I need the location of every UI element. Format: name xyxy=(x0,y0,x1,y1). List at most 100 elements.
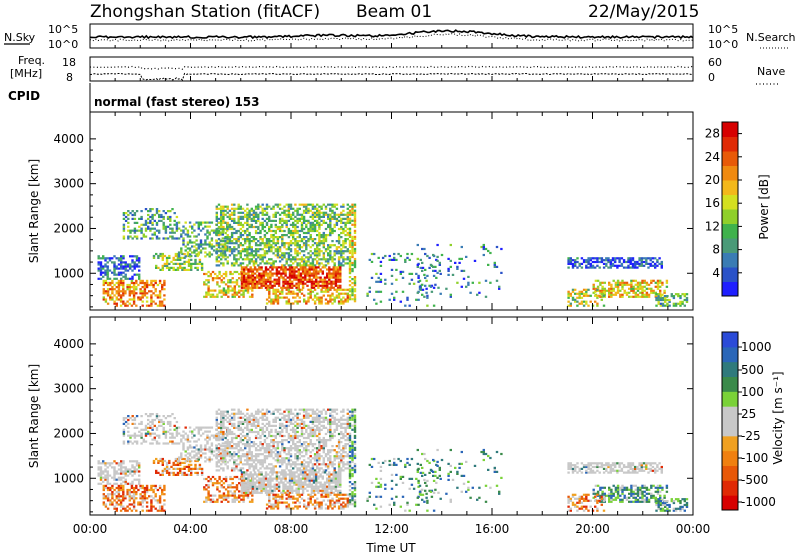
power-cell xyxy=(291,283,293,285)
velocity-cell xyxy=(187,437,189,439)
power-cell xyxy=(338,262,340,264)
power-cell xyxy=(334,214,336,216)
power-cell xyxy=(334,224,336,226)
power-cell xyxy=(282,273,284,275)
power-cell xyxy=(664,301,666,303)
velocity-cell xyxy=(152,489,154,491)
velocity-cell xyxy=(132,415,134,417)
velocity-cell xyxy=(157,499,159,501)
power-cell xyxy=(637,284,639,286)
power-cell xyxy=(120,272,122,274)
velocity-cell xyxy=(146,497,148,499)
velocity-cell xyxy=(113,468,115,470)
power-cell xyxy=(253,254,255,256)
velocity-cell xyxy=(123,435,125,437)
power-cell xyxy=(125,261,127,263)
power-cell xyxy=(269,279,271,281)
power-cell xyxy=(652,290,654,292)
velocity-cell xyxy=(235,459,237,461)
power-cell xyxy=(317,287,319,289)
power-cell xyxy=(176,216,178,218)
velocity-cell xyxy=(292,419,294,421)
power-cell xyxy=(104,257,106,259)
velocity-cell xyxy=(222,417,224,419)
velocity-cell xyxy=(103,485,105,487)
power-cell xyxy=(288,293,290,295)
velocity-cell xyxy=(227,443,229,445)
power-cell xyxy=(220,252,222,254)
power-cell xyxy=(314,228,316,230)
velocity-cell xyxy=(180,438,182,440)
power-cell xyxy=(280,266,282,268)
power-cell xyxy=(567,291,569,293)
power-cell xyxy=(313,275,315,277)
power-cell xyxy=(342,232,344,234)
velocity-cell xyxy=(296,413,298,415)
power-cell xyxy=(113,261,115,263)
power-cell xyxy=(151,222,153,224)
power-cell xyxy=(337,270,339,272)
power-cell xyxy=(307,240,309,242)
velocity-cell xyxy=(223,499,225,501)
power-cell xyxy=(231,220,233,222)
velocity-cell xyxy=(124,495,126,497)
velocity-cell xyxy=(222,421,224,423)
power-cell xyxy=(120,296,122,298)
power-cell xyxy=(301,293,303,295)
power-cell xyxy=(171,208,173,210)
velocity-cell xyxy=(279,465,281,467)
power-cell xyxy=(338,242,340,244)
power-cell xyxy=(210,294,212,296)
velocity-cell xyxy=(140,423,142,425)
power-cell xyxy=(630,257,632,259)
velocity-cell xyxy=(195,458,197,460)
power-cell xyxy=(318,258,320,260)
velocity-cell xyxy=(299,435,301,437)
velocity-cell xyxy=(283,459,285,461)
velocity-cell xyxy=(264,455,266,457)
power-cell xyxy=(592,257,594,259)
power-cell xyxy=(461,246,463,248)
power-cell xyxy=(253,238,255,240)
power-cell xyxy=(677,293,679,295)
power-cell xyxy=(347,258,349,260)
power-cell xyxy=(301,264,303,266)
power-cell xyxy=(125,274,127,276)
power-cell xyxy=(131,280,133,282)
power-cell xyxy=(144,282,146,284)
power-cell xyxy=(433,275,435,277)
power-cell xyxy=(109,278,111,280)
velocity-cell xyxy=(163,442,165,444)
velocity-cell xyxy=(294,465,296,467)
power-cell xyxy=(113,284,115,286)
velocity-cell xyxy=(235,467,237,469)
power-cell xyxy=(136,236,138,238)
velocity-cell xyxy=(207,499,209,501)
power-cell xyxy=(290,216,292,218)
power-cell xyxy=(450,294,452,296)
power-cell xyxy=(229,224,231,226)
power-cell xyxy=(334,262,336,264)
power-cell xyxy=(307,293,309,295)
power-cell xyxy=(319,279,321,281)
power-cell xyxy=(305,210,307,212)
velocity-cell xyxy=(275,465,277,467)
velocity-cell xyxy=(107,493,109,495)
power-cell xyxy=(604,282,606,284)
power-cell xyxy=(325,208,327,210)
power-cell xyxy=(229,216,231,218)
velocity-cell xyxy=(209,456,211,458)
power-cell xyxy=(286,220,288,222)
power-cell xyxy=(325,299,327,301)
power-cell xyxy=(266,260,268,262)
power-cell xyxy=(201,269,203,271)
velocity-cell xyxy=(299,451,301,453)
power-cell xyxy=(330,287,332,289)
power-cell xyxy=(624,284,626,286)
power-cell xyxy=(431,291,433,293)
velocity-cell xyxy=(127,419,129,421)
power-cell xyxy=(266,299,268,301)
velocity-cell xyxy=(155,487,157,489)
power-cell xyxy=(270,264,272,266)
power-cell xyxy=(323,240,325,242)
